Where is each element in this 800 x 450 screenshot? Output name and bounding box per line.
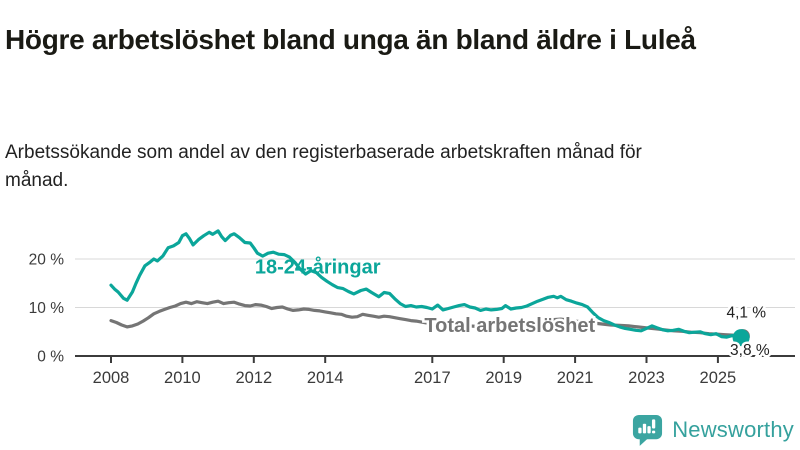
- series-label-18-24: 18-24-åringar: [255, 255, 381, 278]
- x-tick-label: 2021: [557, 369, 594, 387]
- series-end-dot: [732, 329, 750, 347]
- unemployment-line-chart: 0 % 10 % 20 % 2008 2010 2012 2014 2017 2019 2021 2…: [29, 229, 795, 387]
- series-line: [109, 229, 743, 340]
- y-tick-label: 10 %: [29, 300, 65, 317]
- x-tick-label: 2014: [307, 369, 344, 387]
- y-tick-label: 20 %: [29, 252, 65, 269]
- brand-name: Newsworthy: [672, 417, 794, 442]
- x-tick-label: 2010: [164, 369, 201, 387]
- y-tick-label: 0 %: [37, 349, 64, 366]
- end-value-label-18-24: 3,8 %: [730, 342, 770, 359]
- x-tick-label: 2012: [235, 369, 272, 387]
- newsworthy-logo[interactable]: Newsworthy: [631, 413, 794, 447]
- newsworthy-bar-chart-bubble-icon: [633, 414, 663, 446]
- chart-subtitle: Arbetssökande som andel av den registerb…: [5, 142, 642, 191]
- x-tick-label: 2019: [485, 369, 522, 387]
- series-line: [109, 299, 745, 338]
- x-tick-label: 2025: [700, 369, 737, 387]
- series-label-total: Total arbetslöshet: [424, 315, 595, 337]
- x-tick-label: 2008: [93, 369, 130, 387]
- page-title: Högre arbetslöshet bland unga än bland ä…: [5, 23, 696, 55]
- x-tick-label: 2023: [628, 369, 665, 387]
- x-tick-label: 2017: [414, 369, 451, 387]
- end-value-label-total: 4,1 %: [726, 304, 766, 321]
